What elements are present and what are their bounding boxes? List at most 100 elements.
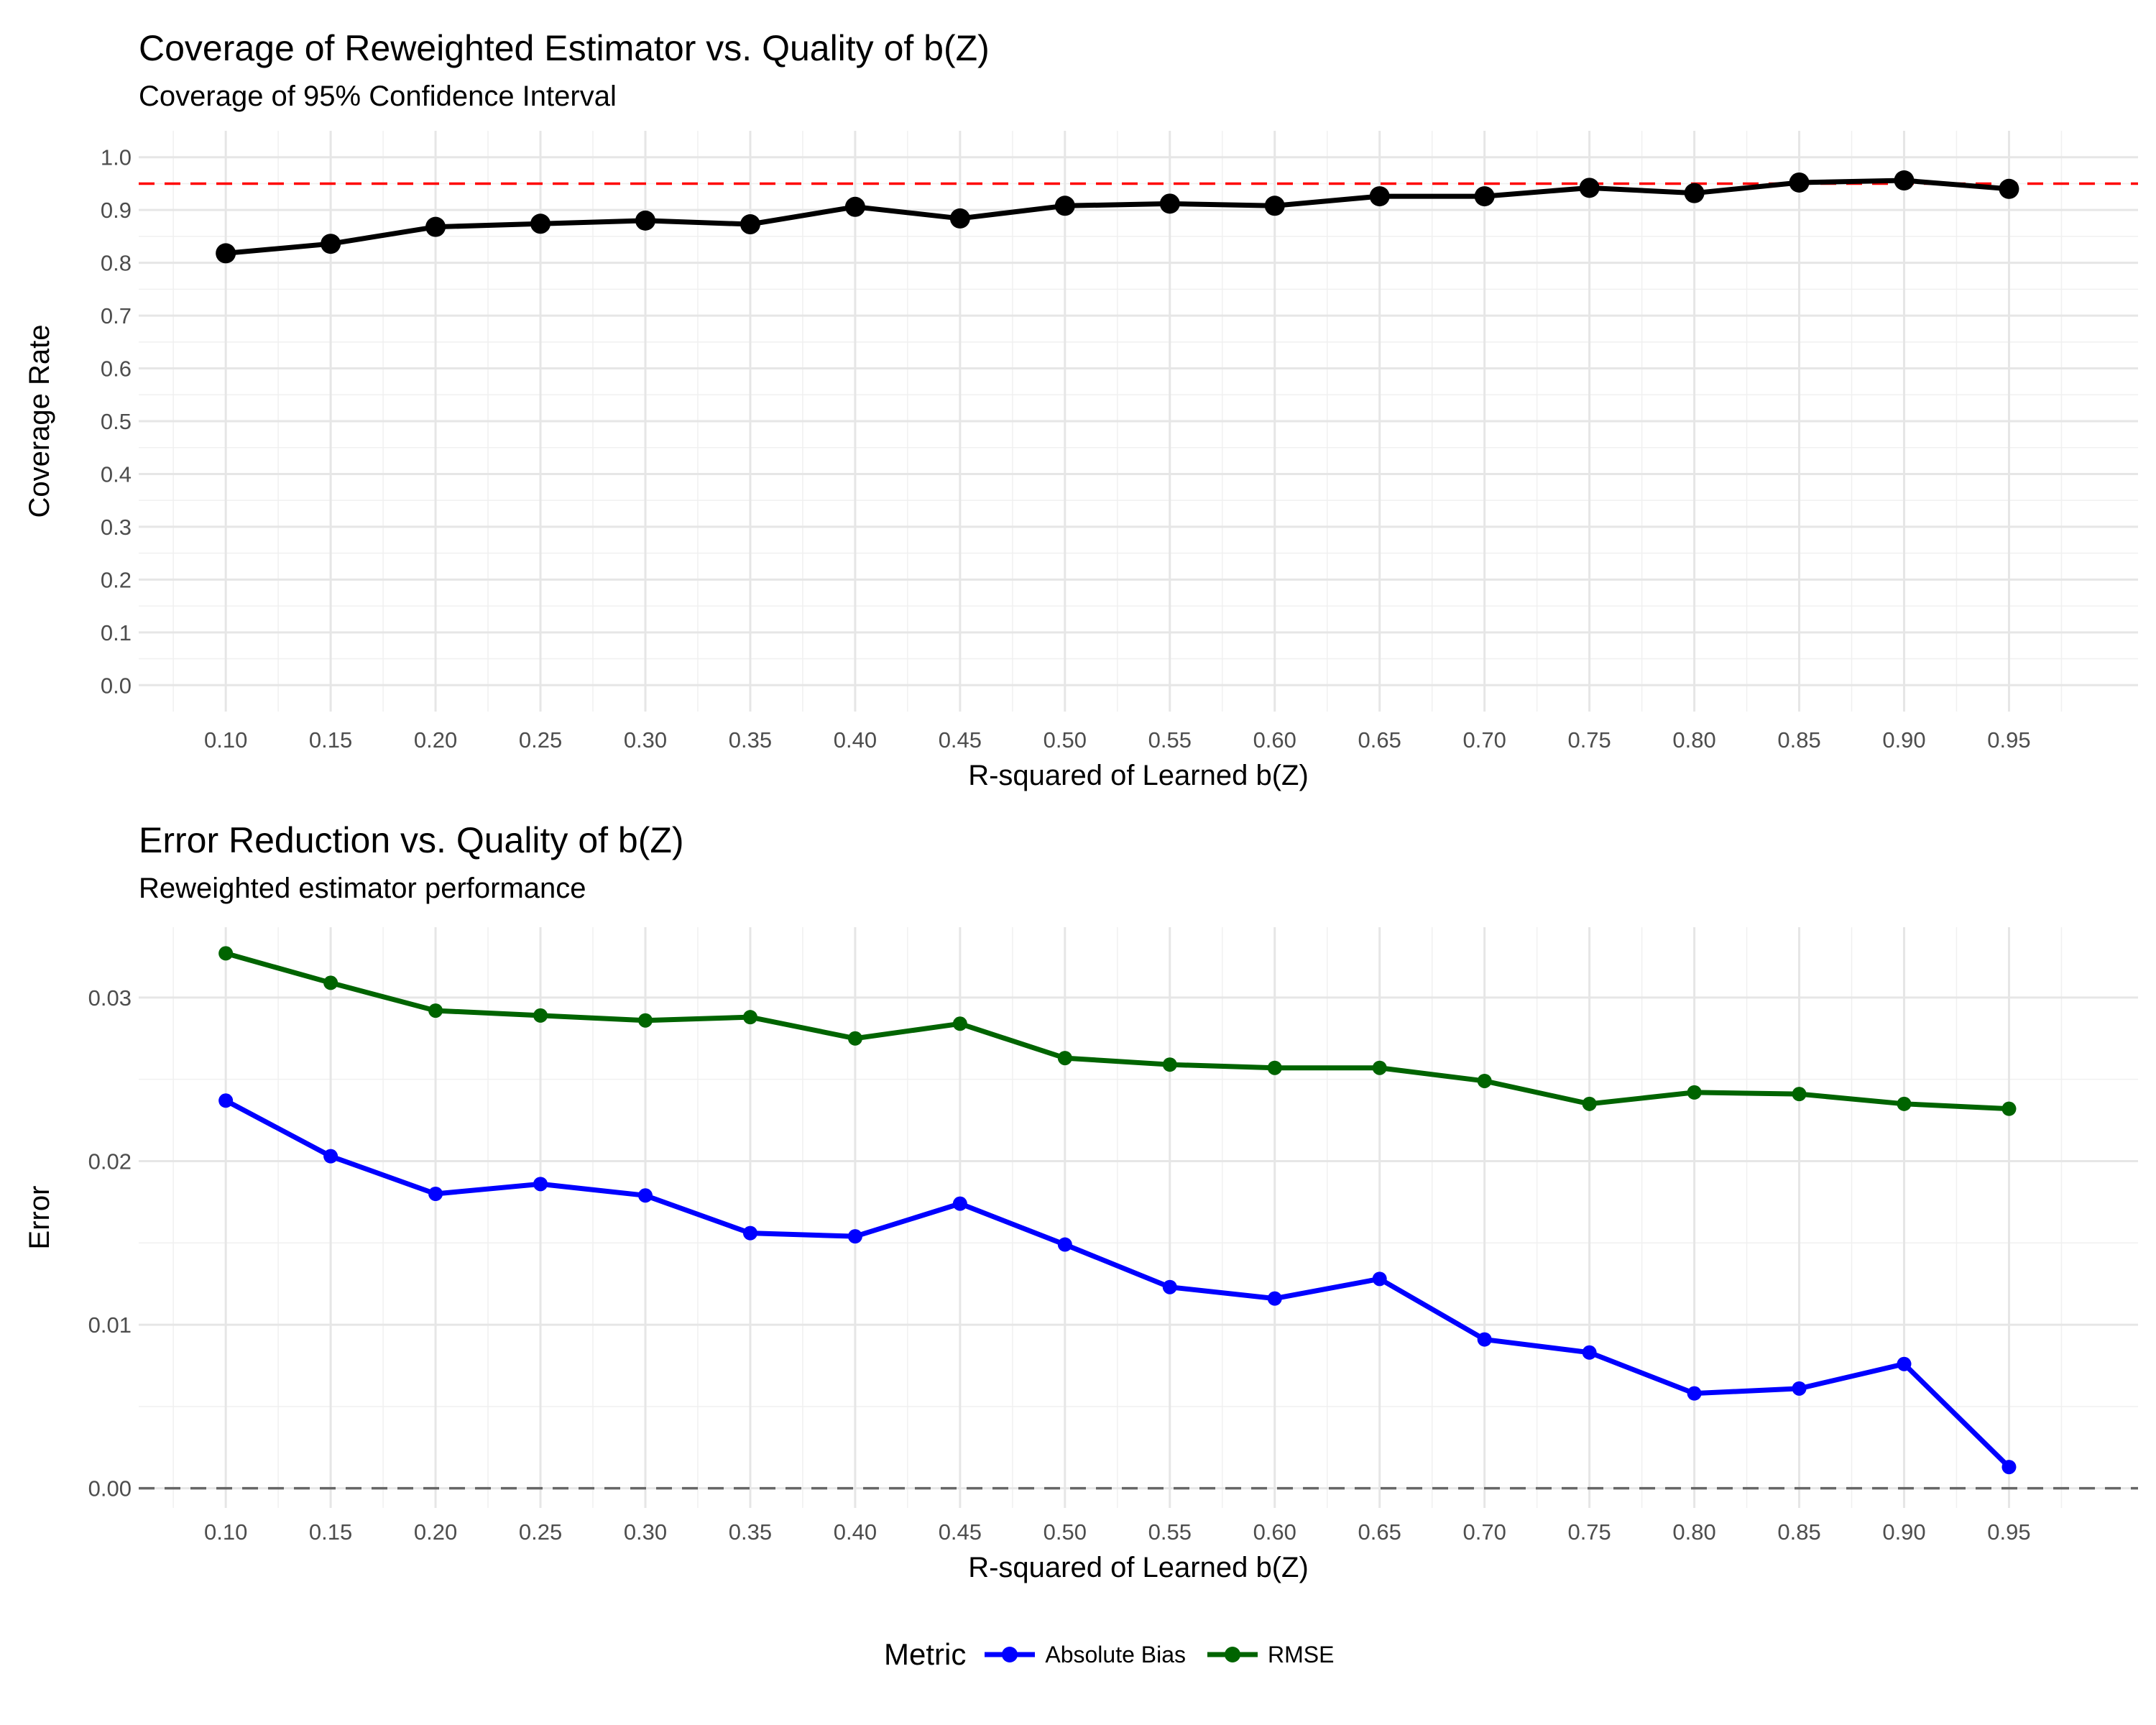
data-point-absolute-bias: [1792, 1381, 1807, 1396]
data-point-absolute-bias: [1372, 1271, 1387, 1287]
x-tick-label: 0.50: [1044, 1519, 1087, 1545]
x-tick-label: 0.45: [939, 1519, 982, 1545]
legend-key-rmse: [1207, 1647, 1258, 1662]
x-tick-label: 0.50: [1044, 727, 1087, 753]
data-point-absolute-bias: [218, 1093, 234, 1108]
error-chart-subtitle: Reweighted estimator performance: [139, 873, 586, 904]
x-tick-label: 0.60: [1253, 1519, 1296, 1545]
data-point-rmse: [2001, 1101, 2017, 1116]
y-tick-label: 0.9: [101, 198, 132, 223]
x-tick-label: 0.15: [309, 727, 352, 753]
coverage-chart-subtitle: Coverage of 95% Confidence Interval: [139, 80, 617, 112]
x-tick-label: 0.85: [1777, 727, 1820, 753]
data-point-absolute-bias: [742, 1225, 757, 1241]
data-point-coverage: [1474, 186, 1495, 207]
x-tick-label: 0.55: [1148, 1519, 1192, 1545]
data-point-coverage: [1684, 183, 1705, 203]
y-tick-label: 0.5: [101, 409, 132, 434]
x-tick-label: 0.70: [1462, 1519, 1506, 1545]
data-point-coverage: [1264, 196, 1285, 216]
x-tick-label: 0.85: [1777, 1519, 1820, 1545]
data-point-rmse: [1897, 1096, 1912, 1111]
data-point-absolute-bias: [428, 1186, 443, 1201]
x-tick-label: 0.10: [204, 1519, 247, 1545]
data-point-rmse: [1792, 1087, 1807, 1102]
x-tick-label: 0.80: [1672, 727, 1715, 753]
data-point-absolute-bias: [1897, 1356, 1912, 1371]
data-point-absolute-bias: [1582, 1345, 1597, 1360]
legend-label-absolute-bias: Absolute Bias: [1045, 1641, 1187, 1668]
data-point-coverage: [1579, 178, 1600, 198]
coverage-chart-svg: 0.0 0.1 0.2 0.3 0.4 0.5 0.6 0.7 0.8 0.9 1.0 0.10 0.1…: [24, 131, 2138, 791]
data-point-absolute-bias: [1267, 1291, 1282, 1306]
data-point-absolute-bias: [952, 1196, 967, 1211]
legend-point-absolute-bias: [1002, 1647, 1018, 1662]
data-point-rmse: [637, 1013, 653, 1028]
series-line-coverage: [225, 178, 2009, 256]
data-point-coverage: [425, 216, 446, 237]
data-point-rmse: [1267, 1060, 1282, 1075]
data-point-coverage: [844, 196, 865, 217]
series-line-absolute-bias: [224, 1098, 2011, 1469]
legend-label-rmse: RMSE: [1268, 1641, 1335, 1668]
data-point-absolute-bias: [533, 1177, 548, 1192]
data-point-coverage: [216, 243, 236, 264]
data-point-coverage: [740, 214, 760, 235]
legend-key-absolute-bias: [985, 1647, 1036, 1662]
x-tick-label: 0.90: [1882, 727, 1925, 753]
data-point-coverage: [1789, 172, 1810, 193]
x-tick-label: 0.35: [729, 1519, 772, 1545]
x-tick-label: 0.45: [939, 727, 982, 753]
x-tick-label: 0.25: [519, 727, 562, 753]
y-tick-label: 0.0: [101, 673, 132, 698]
data-point-coverage: [1159, 193, 1180, 214]
x-tick-label: 0.75: [1567, 1519, 1611, 1545]
x-tick-label: 0.35: [729, 727, 772, 753]
legend-point-rmse: [1225, 1647, 1241, 1662]
data-point-rmse: [1582, 1096, 1597, 1111]
x-tick-label: 0.20: [414, 727, 457, 753]
y-axis-label: Error: [24, 1186, 55, 1250]
y-tick-label: 0.4: [101, 461, 132, 487]
x-tick-label: 0.10: [204, 727, 247, 753]
legend-title: Metric: [884, 1637, 967, 1671]
y-axis-label: Coverage Rate: [24, 324, 55, 518]
data-point-coverage: [530, 213, 551, 234]
y-tick-label: 0.1: [101, 620, 132, 645]
data-point-rmse: [1372, 1060, 1387, 1075]
data-point-absolute-bias: [2001, 1460, 2017, 1475]
x-tick-label: 0.95: [1987, 727, 2030, 753]
data-point-absolute-bias: [1477, 1332, 1492, 1347]
y-tick-label: 0.8: [101, 251, 132, 276]
x-tick-label: 0.60: [1253, 727, 1296, 753]
x-tick-label: 0.65: [1358, 1519, 1401, 1545]
data-point-absolute-bias: [1687, 1386, 1702, 1401]
data-point-coverage: [635, 210, 655, 231]
x-tick-label: 0.95: [1987, 1519, 2030, 1545]
data-point-rmse: [428, 1003, 443, 1018]
x-axis-label: R-squared of Learned b(Z): [968, 1552, 1309, 1583]
data-point-absolute-bias: [847, 1229, 862, 1244]
legend-item-absolute-bias: Absolute Bias: [983, 1640, 1186, 1669]
y-tick-label: 0.2: [101, 567, 132, 592]
y-tick-label: 0.6: [101, 356, 132, 382]
y-tick-label: 0.7: [101, 303, 132, 328]
data-point-rmse: [742, 1010, 757, 1025]
x-tick-label: 0.80: [1672, 1519, 1715, 1545]
x-tick-label: 0.30: [624, 727, 667, 753]
error-chart-svg: 0.00 0.01 0.02 0.03 0.10 0.15 0.20 0.25 0.30 0.35…: [24, 927, 2138, 1583]
coverage-chart-title: Coverage of Reweighted Estimator vs. Qua…: [139, 28, 990, 68]
data-point-coverage: [1369, 186, 1390, 207]
data-point-rmse: [533, 1008, 548, 1023]
y-tick-label: 0.02: [88, 1149, 132, 1174]
y-tick-label: 0.00: [88, 1476, 132, 1501]
coverage-chart-panel: Coverage of Reweighted Estimator vs. Qua…: [0, 0, 2156, 798]
data-point-coverage: [1999, 178, 2019, 199]
data-point-rmse: [1162, 1057, 1177, 1072]
data-point-coverage: [321, 234, 341, 254]
data-point-rmse: [1477, 1073, 1492, 1088]
data-point-rmse: [218, 946, 234, 961]
series-line-rmse: [225, 951, 2009, 1112]
legend: Metric Absolute Bias RMSE: [884, 1633, 1354, 1676]
x-tick-label: 0.40: [834, 727, 877, 753]
